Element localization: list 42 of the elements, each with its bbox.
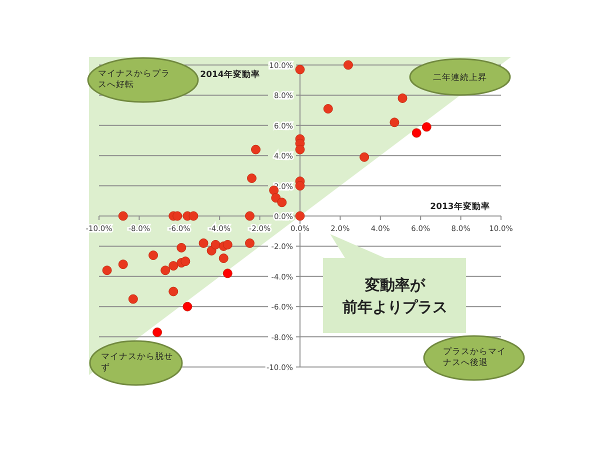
point xyxy=(180,256,190,266)
point xyxy=(245,238,254,248)
point xyxy=(277,198,287,208)
point xyxy=(210,240,220,250)
point xyxy=(222,268,232,278)
point xyxy=(102,266,112,276)
point xyxy=(390,118,400,128)
point xyxy=(172,211,182,221)
point xyxy=(295,144,305,154)
point xyxy=(295,64,305,74)
point xyxy=(398,93,408,103)
point xyxy=(168,286,178,296)
annotation: 二年連続上昇 xyxy=(433,72,487,83)
point xyxy=(152,328,162,338)
annotation: マイナスから脱せず xyxy=(101,351,173,373)
point xyxy=(295,211,305,221)
point xyxy=(323,104,333,114)
point xyxy=(218,254,228,264)
annotation: マイナスからプラスへ好転 xyxy=(98,68,170,90)
point xyxy=(188,211,198,221)
point xyxy=(247,174,257,183)
point xyxy=(343,60,353,70)
annotation: プラスからマイナスへ後退 xyxy=(443,346,506,368)
point xyxy=(128,294,138,304)
point xyxy=(251,144,261,154)
point xyxy=(412,128,422,138)
point xyxy=(422,122,432,132)
point xyxy=(118,260,128,270)
point xyxy=(295,181,305,191)
point xyxy=(360,152,370,162)
point xyxy=(198,238,208,248)
point xyxy=(118,211,128,221)
y-axis-title: 2014年変動率 xyxy=(200,69,260,80)
point xyxy=(148,250,158,260)
point xyxy=(182,302,192,312)
x-axis-title: 2013年変動率 xyxy=(430,201,490,212)
point xyxy=(245,211,254,221)
annotation: 変動率が前年よりプラス xyxy=(342,276,448,316)
point xyxy=(160,266,170,276)
point xyxy=(176,242,186,252)
point xyxy=(168,261,178,271)
point xyxy=(222,240,232,250)
